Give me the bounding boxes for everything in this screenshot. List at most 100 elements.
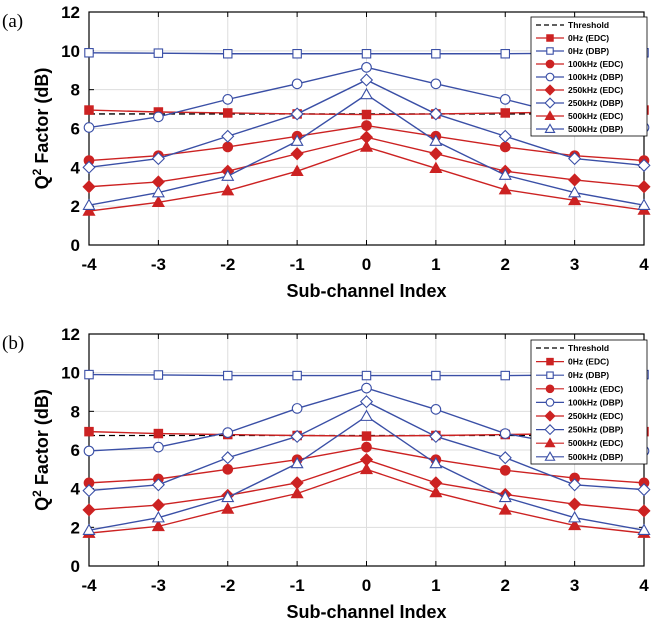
data-point: [498, 182, 512, 195]
legend-marker: [546, 371, 554, 379]
data-point: [359, 73, 374, 87]
data-point: [359, 395, 374, 409]
y-axis-title: Q2 Factor (dB): [30, 389, 52, 511]
series-500khz-edc: [82, 140, 651, 216]
data-point: [429, 107, 443, 121]
legend-marker: [546, 47, 554, 55]
data-point: [568, 185, 582, 198]
data-point: [637, 523, 651, 535]
data-point: [291, 403, 303, 414]
data-point: [500, 370, 510, 381]
data-point: [153, 441, 164, 453]
data-point: [223, 370, 233, 381]
data-point: [498, 503, 512, 515]
x-tick-label: 0: [362, 255, 371, 274]
legend-entry: 100kHz (EDC): [568, 384, 623, 394]
y-tick-label: 6: [71, 120, 80, 139]
data-point: [637, 504, 651, 518]
data-point: [361, 441, 372, 453]
legend-entry: 0Hz (EDC): [568, 357, 609, 367]
y-tick-label: 0: [71, 236, 80, 255]
data-point: [637, 198, 651, 210]
data-point: [153, 370, 164, 380]
legend-marker: [545, 59, 555, 69]
data-point: [429, 134, 443, 146]
data-point: [500, 48, 510, 59]
x-tick-label: -3: [151, 576, 166, 595]
series-500khz-dbp: [82, 87, 651, 210]
legend-entry: 250kHz (DBP): [568, 98, 623, 108]
x-tick-label: 1: [431, 576, 440, 595]
data-point: [568, 510, 582, 523]
data-point: [431, 370, 441, 381]
data-point: [361, 48, 372, 59]
data-point: [361, 61, 372, 73]
data-point: [290, 456, 304, 469]
x-tick-label: -4: [81, 255, 97, 274]
legend-entry: 500kHz (EDC): [568, 111, 623, 121]
data-point: [430, 78, 442, 90]
data-point: [291, 78, 303, 90]
x-tick-label: -2: [220, 255, 235, 274]
data-point: [153, 111, 164, 123]
x-tick-label: 0: [362, 576, 371, 595]
panel-label: (b): [2, 333, 24, 354]
data-point: [151, 478, 165, 492]
legend-marker: [544, 123, 556, 133]
data-point: [431, 48, 441, 59]
legend: Threshold 0Hz (EDC) 0Hz (DBP) 100kHz (EDC) 1…: [530, 339, 648, 465]
data-point: [82, 180, 96, 194]
data-point: [151, 519, 165, 532]
series-250khz-edc: [82, 130, 651, 194]
x-tick-label: 4: [639, 576, 649, 595]
data-point: [568, 478, 582, 492]
data-point: [223, 48, 233, 59]
data-point: [83, 122, 95, 133]
series-250khz-dbp: [82, 395, 651, 498]
data-point: [290, 486, 304, 499]
data-point: [499, 428, 511, 439]
y-tick-label: 10: [61, 42, 80, 61]
data-point: [221, 129, 235, 143]
data-point: [82, 204, 96, 216]
data-point: [361, 431, 372, 441]
legend-marker: [544, 410, 556, 422]
legend-entry: 100kHz (EDC): [568, 59, 623, 69]
x-tick-label: -1: [290, 255, 305, 274]
x-axis-title: Sub-channel Index: [286, 602, 446, 622]
data-point: [359, 409, 374, 421]
data-point: [361, 382, 372, 394]
data-point: [83, 445, 95, 457]
data-point: [84, 105, 94, 115]
data-point: [221, 451, 235, 465]
data-point: [359, 462, 374, 475]
data-point: [498, 129, 512, 143]
y-tick-label: 6: [71, 441, 80, 460]
legend-marker: [544, 110, 556, 120]
data-point: [499, 141, 511, 153]
data-point: [498, 451, 512, 465]
data-point: [361, 120, 372, 131]
legend-marker: [545, 72, 555, 82]
data-point: [221, 183, 235, 196]
data-point: [82, 484, 96, 498]
legend-entry: 250kHz (DBP): [568, 425, 623, 435]
data-point: [359, 87, 374, 100]
data-point: [153, 48, 164, 58]
data-point: [84, 426, 94, 437]
x-tick-label: 4: [639, 255, 649, 274]
legend-marker: [544, 84, 556, 96]
data-point: [429, 429, 443, 444]
legend-marker: [544, 451, 556, 461]
legend-marker: [544, 424, 556, 436]
data-point: [84, 369, 94, 380]
data-point: [290, 429, 304, 444]
data-point: [221, 502, 235, 514]
data-point: [429, 161, 443, 174]
data-point: [292, 370, 302, 381]
legend-entry: 0Hz (EDC): [568, 33, 609, 43]
data-point: [84, 48, 94, 58]
data-point: [637, 483, 651, 497]
data-point: [290, 147, 304, 161]
